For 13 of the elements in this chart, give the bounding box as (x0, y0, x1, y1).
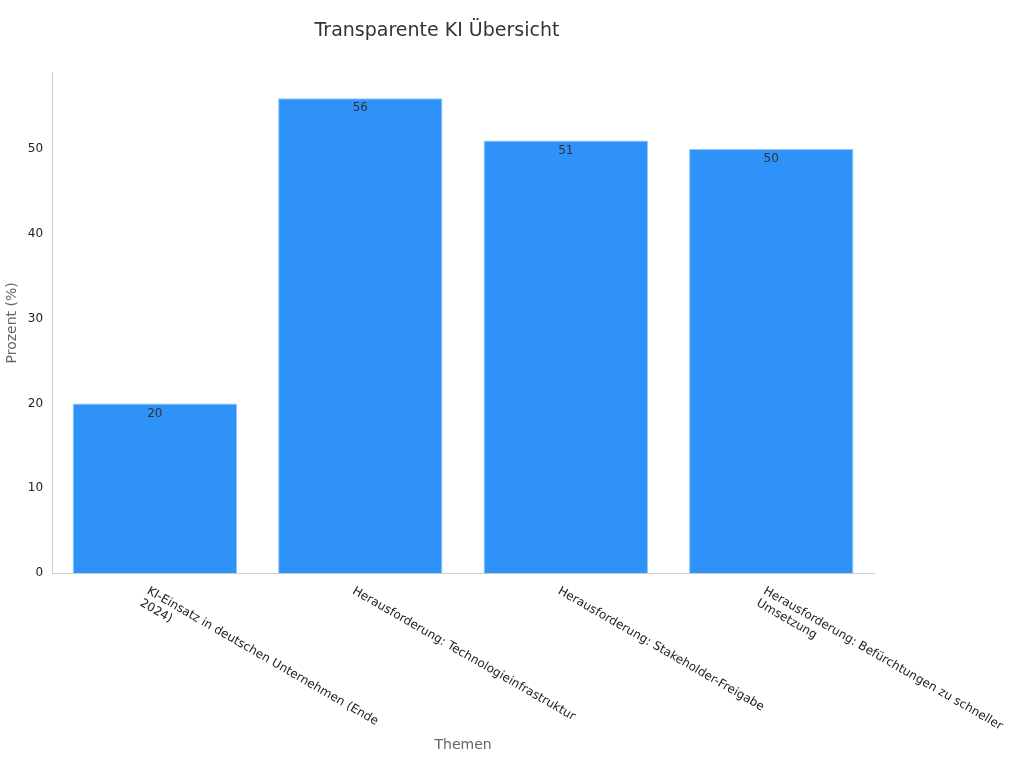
y-tick-label: 50 (27, 141, 44, 156)
y-tick-label: 20 (27, 395, 44, 410)
y-tick-label: 10 (27, 480, 44, 495)
y-tick-label: 30 (27, 310, 44, 325)
data-label: 20 (147, 405, 163, 420)
x-axis-title: Themen (433, 736, 492, 753)
chart-title: Transparente KI Übersicht (313, 18, 560, 41)
data-label: 56 (352, 100, 368, 115)
y-axis-title: Prozent (%) (3, 282, 20, 364)
y-tick-label: 40 (27, 226, 44, 241)
data-label: 50 (763, 151, 779, 166)
data-label: 51 (558, 142, 574, 157)
y-tick-label: 0 (35, 565, 44, 580)
